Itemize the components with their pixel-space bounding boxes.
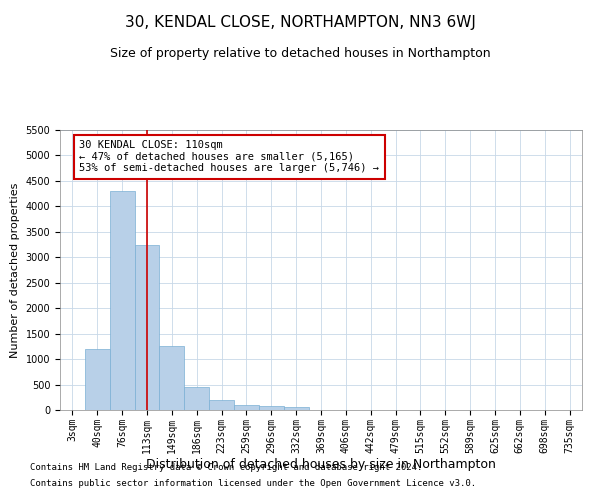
Bar: [184, 387, 209, 410]
Y-axis label: Number of detached properties: Number of detached properties: [10, 182, 20, 358]
Text: Contains public sector information licensed under the Open Government Licence v3: Contains public sector information licen…: [30, 478, 476, 488]
Bar: [110, 191, 134, 410]
Bar: [234, 405, 259, 410]
X-axis label: Distribution of detached houses by size in Northampton: Distribution of detached houses by size …: [146, 458, 496, 471]
Bar: [284, 407, 308, 410]
Text: 30 KENDAL CLOSE: 110sqm
← 47% of detached houses are smaller (5,165)
53% of semi: 30 KENDAL CLOSE: 110sqm ← 47% of detache…: [79, 140, 379, 173]
Text: Size of property relative to detached houses in Northampton: Size of property relative to detached ho…: [110, 48, 490, 60]
Bar: [259, 406, 284, 410]
Bar: [134, 244, 160, 410]
Text: 30, KENDAL CLOSE, NORTHAMPTON, NN3 6WJ: 30, KENDAL CLOSE, NORTHAMPTON, NN3 6WJ: [125, 15, 475, 30]
Bar: [85, 349, 110, 410]
Bar: [160, 346, 184, 410]
Bar: [209, 400, 234, 410]
Text: Contains HM Land Registry data © Crown copyright and database right 2024.: Contains HM Land Registry data © Crown c…: [30, 464, 422, 472]
